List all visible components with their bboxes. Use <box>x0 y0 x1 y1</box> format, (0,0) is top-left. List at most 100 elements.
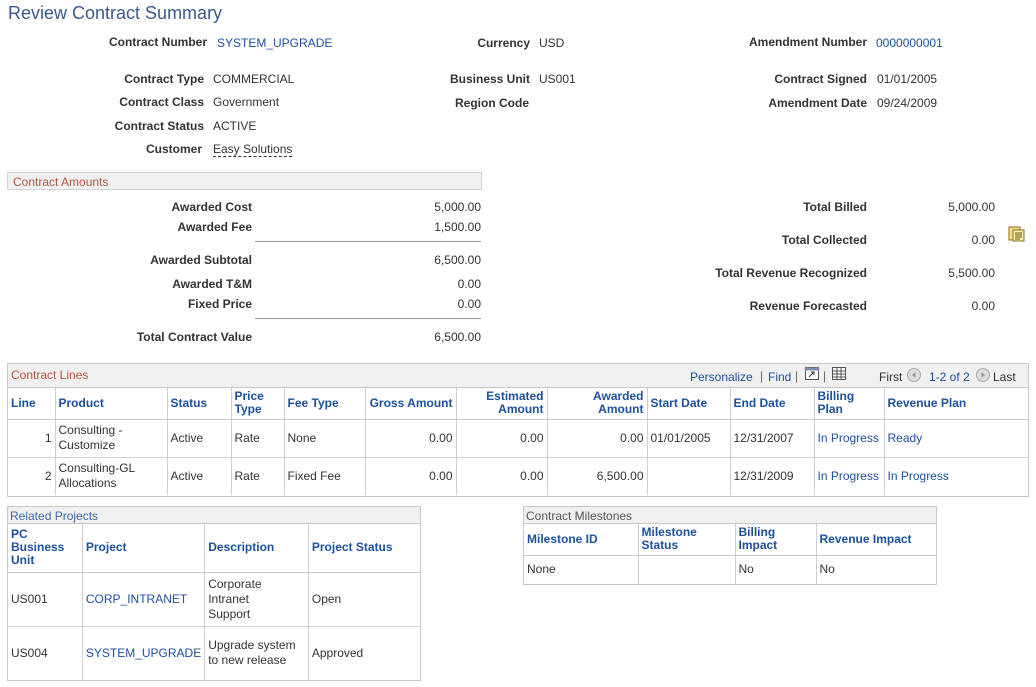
contract-type-label: Contract Type <box>124 72 204 86</box>
col-description: Description <box>204 524 309 573</box>
description-line2: to new release <box>208 653 287 668</box>
awarded-cost-value: 5,000.00 <box>434 200 481 214</box>
contract-milestones-header-bar: Contract Milestones <box>524 507 936 524</box>
contract-type-value: COMMERCIAL <box>213 72 295 86</box>
col-bu-line2: Business <box>11 540 65 555</box>
amendment-number-link[interactable]: 0000000001 <box>876 36 943 50</box>
awarded-tm-value: 0.00 <box>457 277 481 291</box>
total-billed-label: Total Billed <box>803 200 867 214</box>
col-awarded-amount: Awarded Amount <box>547 388 648 420</box>
business-unit-label: Business Unit <box>449 72 530 86</box>
find-link[interactable]: Find <box>768 370 792 384</box>
customer-link[interactable]: Easy Solutions <box>213 142 293 157</box>
zoom-icon[interactable] <box>805 367 819 383</box>
last-label: Last <box>993 370 1016 384</box>
contract-lines-title: Contract Lines <box>11 368 89 382</box>
table-row: 1 Consulting - Customize Active Rate None… <box>8 418 1028 457</box>
awarded-cost-label: Awarded Cost <box>171 200 252 214</box>
related-projects-table: PC Business Unit Project Description Proje… <box>8 524 420 680</box>
awarded-amount: 0.00 <box>547 418 648 457</box>
col-billing-plan: Billing Plan <box>814 388 885 420</box>
revenue-impact: No <box>816 554 936 584</box>
status: Active <box>167 418 232 457</box>
customer-label: Customer <box>145 142 202 156</box>
revenue-forecasted-value: 0.00 <box>971 299 995 313</box>
region-code-label: Region Code <box>455 96 529 110</box>
gross-amount: 0.00 <box>365 418 457 457</box>
description: Upgrade system to new release <box>204 625 309 680</box>
contract-amounts-title: Contract Amounts <box>13 175 109 189</box>
awarded-tm-label: Awarded T&M <box>172 277 252 291</box>
product: Consulting-GL Allocations <box>55 456 168 495</box>
table-row: 2 Consulting-GL Allocations Active Rate F… <box>8 456 1028 495</box>
contract-lines-header-bar: Contract Lines Personalize | Find | | Fi… <box>8 364 1028 388</box>
fixed-price-label: Fixed Price <box>187 297 252 311</box>
grid-icon[interactable] <box>832 367 846 383</box>
end-date: 12/31/2009 <box>730 456 815 495</box>
revenue-plan-link[interactable]: In Progress <box>884 456 1028 495</box>
contract-milestones-table: Milestone ID Milestone Status Billing Imp… <box>524 524 936 584</box>
awarded-fee-label: Awarded Fee <box>177 220 252 234</box>
related-projects-header-bar: Related Projects <box>8 507 420 524</box>
revenue-plan-link[interactable]: Ready <box>884 418 1028 457</box>
description-line2: Support <box>208 606 251 621</box>
col-gross-amount: Gross Amount <box>365 388 457 420</box>
project-status: Approved <box>308 625 420 680</box>
contract-number-label: Contract Number <box>108 35 207 49</box>
total-contract-value: 6,500.00 <box>434 330 481 344</box>
awarded-fee-value: 1,500.00 <box>434 220 481 234</box>
related-projects-title: Related Projects <box>10 509 99 523</box>
separator: | <box>795 369 799 383</box>
total-collected-value: 0.00 <box>971 233 995 247</box>
billing-impact: No <box>735 554 817 584</box>
billing-plan-link[interactable]: In Progress <box>814 418 885 457</box>
col-billing-impact: Billing Impact <box>735 524 817 556</box>
table-row: US001 CORP_INTRANET Corporate Intranet Su… <box>8 571 420 626</box>
subtotal-divider <box>255 241 481 242</box>
col-end-date: End Date <box>730 388 815 420</box>
personalize-link[interactable]: Personalize <box>690 370 753 384</box>
awarded-subtotal-value: 6,500.00 <box>434 253 481 267</box>
col-price-type: Price Type <box>231 388 285 420</box>
fee-type: Fixed Fee <box>284 456 366 495</box>
col-estimated-amount: Estimated Amount <box>456 388 548 420</box>
col-fee-type: Fee Type <box>284 388 366 420</box>
page-range: 1-2 of 2 <box>929 370 970 384</box>
milestone-status <box>638 554 736 584</box>
contract-class-label: Contract Class <box>119 95 204 109</box>
col-milestone-status-line2: Status <box>641 538 679 553</box>
total-divider <box>255 318 481 319</box>
col-price-type-line1: Price <box>234 389 264 404</box>
amendment-date-label: Amendment Date <box>768 96 867 110</box>
contract-lines-grid: Contract Lines Personalize | Find | | Fi… <box>7 363 1029 497</box>
line-number: 2 <box>8 456 56 495</box>
separator: | <box>823 369 827 383</box>
estimated-amount: 0.00 <box>456 456 548 495</box>
billing-plan-link[interactable]: In Progress <box>814 456 885 495</box>
col-estimated-line2: Amount <box>498 402 544 417</box>
contract-signed-label: Contract Signed <box>774 72 867 86</box>
total-billed-value: 5,000.00 <box>948 200 995 214</box>
col-bu-line3: Unit <box>11 553 35 568</box>
project-link[interactable]: SYSTEM_UPGRADE <box>82 625 206 680</box>
project-link[interactable]: CORP_INTRANET <box>82 571 206 626</box>
col-price-type-line2: Type <box>234 402 262 417</box>
total-contract-value-label: Total Contract Value <box>136 330 252 344</box>
report-icon[interactable] <box>1008 226 1025 242</box>
contract-status-label: Contract Status <box>114 119 204 133</box>
product: Consulting - Customize <box>55 418 168 457</box>
contract-number-link[interactable]: SYSTEM_UPGRADE <box>217 36 333 50</box>
awarded-amount: 6,500.00 <box>547 456 648 495</box>
fee-type: None <box>284 418 366 457</box>
table-row: None No No <box>524 554 936 584</box>
col-project: Project <box>82 524 206 573</box>
contract-status-value: ACTIVE <box>213 119 257 133</box>
col-bu-line1: PC <box>11 527 28 542</box>
business-unit-value: US001 <box>539 72 576 86</box>
contract-lines-table: Line Product Status Price Type Fee Type G… <box>8 388 1028 495</box>
status: Active <box>167 456 232 495</box>
pc-business-unit: US001 <box>8 571 83 626</box>
col-milestone-id: Milestone ID <box>524 524 639 556</box>
page-title: Review Contract Summary <box>8 3 223 23</box>
col-product: Product <box>55 388 168 420</box>
